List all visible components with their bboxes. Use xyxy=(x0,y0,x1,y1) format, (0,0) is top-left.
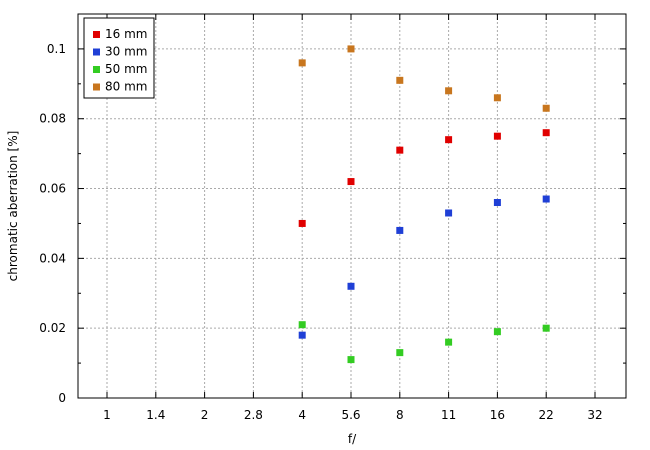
data-point xyxy=(542,324,550,332)
x-tick-label: 16 xyxy=(490,408,505,422)
data-point xyxy=(542,104,550,112)
x-tick-label: 11 xyxy=(441,408,456,422)
y-tick-label: 0.1 xyxy=(47,42,66,56)
data-point xyxy=(542,129,550,137)
grid-lines xyxy=(78,14,626,398)
y-axis-title: chromatic aberration [%] xyxy=(6,131,20,282)
legend: 16 mm 30 mm 50 mm 80 mm xyxy=(83,17,155,99)
x-tick-label: 5.6 xyxy=(341,408,360,422)
x-tick-label: 2 xyxy=(201,408,209,422)
x-tick-label: 4 xyxy=(298,408,306,422)
data-point xyxy=(396,349,404,357)
x-tick-label: 1 xyxy=(103,408,111,422)
y-tick-label: 0.02 xyxy=(39,321,66,335)
x-tick-label: 22 xyxy=(539,408,554,422)
data-point xyxy=(493,94,501,102)
data-point xyxy=(298,321,306,329)
data-point xyxy=(542,195,550,203)
plot-frame xyxy=(77,13,627,399)
data-point xyxy=(347,45,355,53)
legend-swatch xyxy=(93,31,100,38)
y-tick-label: 0.08 xyxy=(39,112,66,126)
data-point xyxy=(445,87,453,95)
legend-swatch xyxy=(93,66,100,73)
x-tick-label: 8 xyxy=(396,408,404,422)
data-points xyxy=(298,45,550,364)
legend-swatch xyxy=(93,83,100,91)
data-point xyxy=(493,132,501,140)
x-tick-label: 2.8 xyxy=(244,408,263,422)
x-tick-label: 32 xyxy=(587,408,602,422)
data-point xyxy=(298,219,306,227)
data-point xyxy=(347,282,355,290)
data-point xyxy=(298,331,306,339)
data-point xyxy=(347,178,355,186)
legend-label: 30 mm xyxy=(105,45,147,59)
data-point xyxy=(445,338,453,346)
x-tick-label: 1.4 xyxy=(146,408,165,422)
x-axis-title: f/ xyxy=(348,432,357,446)
data-point xyxy=(298,59,306,67)
y-tick-label: 0.06 xyxy=(39,182,66,196)
data-point xyxy=(396,76,404,84)
axes: 1 1.4 2 2.8 4 5.6 8 11 16 22 32 0 0.02 0.04 0.06 0.08 0.… xyxy=(39,14,626,422)
y-tick-label: 0.04 xyxy=(39,251,66,265)
data-point xyxy=(445,136,453,144)
legend-swatch xyxy=(93,48,100,56)
data-point xyxy=(396,226,404,234)
legend-label: 80 mm xyxy=(105,80,147,94)
data-point xyxy=(493,199,501,207)
data-point xyxy=(347,356,355,364)
data-point xyxy=(445,209,453,217)
data-point xyxy=(493,328,501,336)
data-point xyxy=(396,146,404,154)
y-tick-label: 0 xyxy=(58,391,66,405)
legend-label: 50 mm xyxy=(105,62,147,76)
legend-label: 16 mm xyxy=(105,27,147,41)
